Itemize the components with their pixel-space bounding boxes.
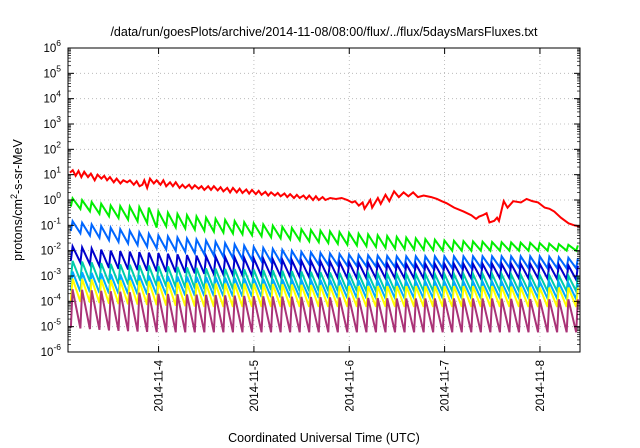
x-tick-label: 2014-11-5 (249, 360, 261, 412)
x-tick-label: 2014-11-7 (440, 360, 452, 412)
series-line-6 (69, 278, 579, 308)
y-tick-label-exponent: 0 (56, 190, 61, 200)
series-line-0 (69, 168, 580, 228)
y-axis-label-prefix: protons/cm (11, 199, 25, 261)
series-line-1 (69, 195, 579, 254)
y-tick-label: 10-1 (41, 215, 62, 232)
y-axis-label: protons/cm2-s-sr-MeV (9, 138, 25, 260)
y-axis-label-suffix: -s-sr-MeV (11, 138, 25, 194)
y-tick-label-exponent: 4 (56, 89, 61, 99)
y-tick-label-exponent: -1 (53, 215, 61, 225)
x-tick-label: 2014-11-8 (535, 360, 547, 412)
y-tick-label-exponent: -4 (53, 291, 61, 301)
y-tick-label-base: 10 (41, 296, 54, 308)
y-tick-label-base: 10 (41, 347, 54, 359)
series-line-2 (69, 218, 579, 272)
y-tick-label-base: 10 (43, 68, 56, 80)
series-line-4 (69, 260, 579, 296)
x-axis-ticks: 2014-11-4 2014-11-5 2014-11-6 2014-11-7 2014… (154, 48, 547, 412)
y-tick-label-base: 10 (41, 246, 54, 258)
y-tick-label: 104 (43, 89, 61, 106)
chart-title: /data/run/goesPlots/archive/2014-11-08/0… (110, 25, 538, 39)
y-tick-label-exponent: -2 (53, 241, 61, 251)
y-tick-label-exponent: 1 (56, 165, 61, 175)
series-line-3 (69, 242, 579, 284)
y-tick-label: 105 (43, 63, 61, 80)
y-tick-label-exponent: -6 (53, 342, 61, 352)
y-axis-ticks: 10-610-510-410-310-210-11001011021031041… (41, 38, 580, 359)
y-tick-label-exponent: 3 (56, 114, 61, 124)
y-tick-label: 101 (43, 165, 61, 182)
y-tick-label: 103 (43, 114, 61, 131)
y-tick-label-base: 10 (43, 43, 56, 55)
y-tick-label-base: 10 (41, 220, 54, 232)
y-tick-label-base: 10 (41, 271, 54, 283)
y-tick-label: 10-3 (41, 266, 62, 283)
y-tick-label-exponent: -3 (53, 266, 61, 276)
y-tick-label-base: 10 (43, 170, 56, 182)
x-axis-label: Coordinated Universal Time (UTC) (228, 431, 420, 445)
y-tick-label: 106 (43, 38, 61, 55)
series-line-7 (69, 289, 579, 333)
y-tick-label: 10-4 (41, 291, 62, 308)
y-axis-label-superscript: 2 (9, 194, 19, 199)
y-tick-label: 10-2 (41, 241, 62, 258)
y-tick-label-exponent: 5 (56, 63, 61, 73)
series-layer (69, 168, 580, 333)
y-tick-label-exponent: -5 (53, 317, 61, 327)
x-tick-label: 2014-11-4 (154, 359, 166, 411)
y-tick-label-exponent: 6 (56, 38, 61, 48)
y-tick-label-base: 10 (43, 195, 56, 207)
y-tick-label-exponent: 2 (56, 139, 61, 149)
y-tick-label: 10-6 (41, 342, 62, 359)
y-tick-label-base: 10 (41, 322, 54, 334)
y-tick-label-base: 10 (43, 94, 56, 106)
x-tick-label: 2014-11-6 (344, 360, 356, 412)
y-tick-label: 102 (43, 139, 61, 156)
y-tick-label: 100 (43, 190, 61, 207)
y-tick-label-base: 10 (43, 119, 56, 131)
y-tick-label: 10-5 (41, 317, 62, 334)
y-tick-label-base: 10 (43, 144, 56, 156)
series-line-5 (69, 271, 579, 303)
